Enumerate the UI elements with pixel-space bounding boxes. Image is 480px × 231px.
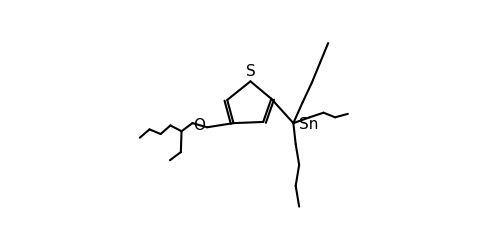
Text: O: O: [193, 118, 205, 133]
Text: Sn: Sn: [299, 116, 319, 131]
Text: S: S: [246, 64, 255, 79]
